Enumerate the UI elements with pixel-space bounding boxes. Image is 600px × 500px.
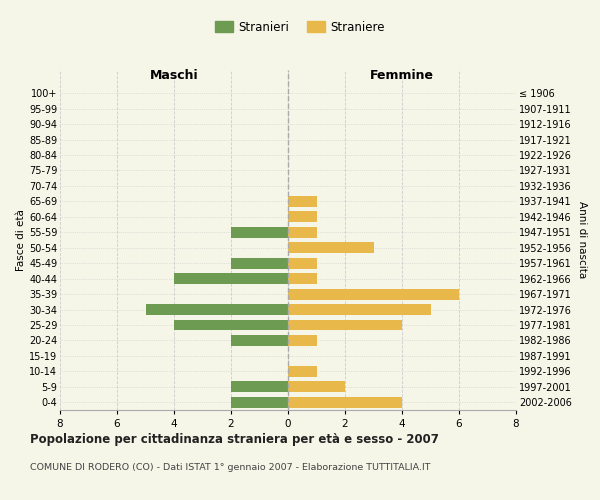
Bar — [146, 304, 288, 315]
Bar — [174, 273, 288, 284]
Y-axis label: Anni di nascita: Anni di nascita — [577, 202, 587, 278]
Y-axis label: Fasce di età: Fasce di età — [16, 209, 26, 271]
Legend: Stranieri, Straniere: Stranieri, Straniere — [210, 16, 390, 38]
Bar — [288, 227, 317, 237]
Bar — [288, 242, 373, 253]
Bar — [288, 366, 317, 377]
Bar — [174, 320, 288, 330]
Bar — [231, 382, 288, 392]
Bar — [231, 335, 288, 346]
Text: Femmine: Femmine — [370, 70, 434, 82]
Bar — [231, 397, 288, 407]
Bar — [288, 273, 317, 284]
Text: COMUNE DI RODERO (CO) - Dati ISTAT 1° gennaio 2007 - Elaborazione TUTTITALIA.IT: COMUNE DI RODERO (CO) - Dati ISTAT 1° ge… — [30, 462, 431, 471]
Bar — [288, 304, 431, 315]
Bar — [288, 320, 402, 330]
Bar — [231, 258, 288, 268]
Text: Maschi: Maschi — [149, 70, 199, 82]
Bar — [288, 196, 317, 207]
Bar — [288, 335, 317, 346]
Bar — [288, 258, 317, 268]
Text: Popolazione per cittadinanza straniera per età e sesso - 2007: Popolazione per cittadinanza straniera p… — [30, 432, 439, 446]
Bar — [288, 288, 459, 300]
Bar — [288, 382, 345, 392]
Bar — [288, 397, 402, 407]
Bar — [288, 212, 317, 222]
Bar — [231, 227, 288, 237]
